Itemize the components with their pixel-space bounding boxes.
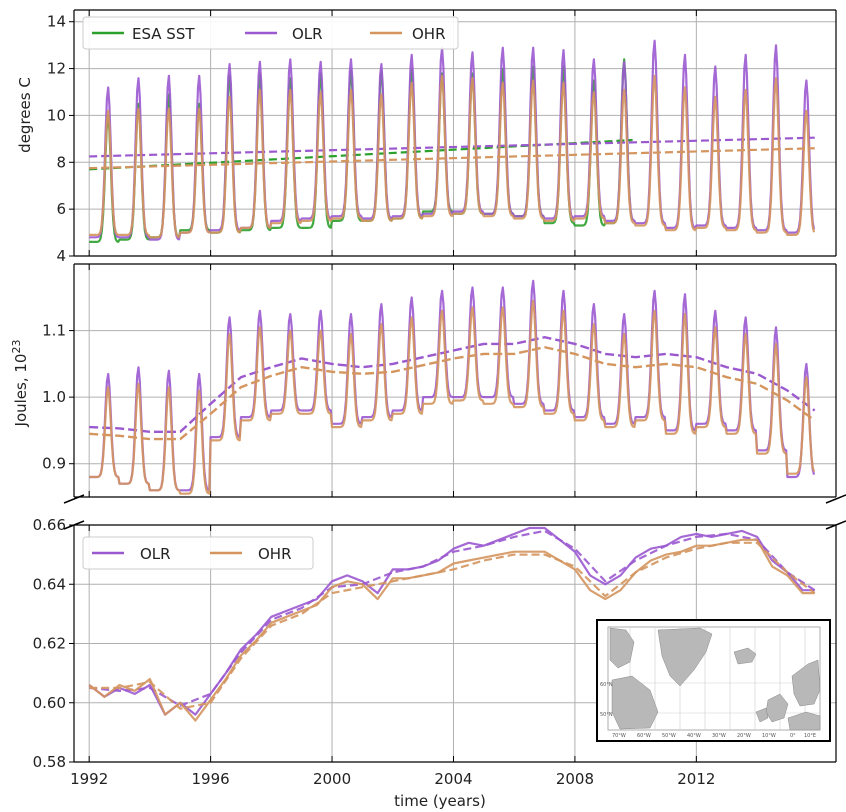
y-tick-label: 0.58 xyxy=(33,753,66,771)
y-tick-label: 10 xyxy=(47,106,66,124)
axis-break-mark xyxy=(63,520,85,530)
temperature-legend: ESA SST OLR OHR xyxy=(82,16,459,50)
temperature-series-group xyxy=(89,39,816,243)
svg-text:0°: 0° xyxy=(790,733,796,739)
axis-break-mark xyxy=(825,494,846,504)
series-line-ohr-dashed xyxy=(89,541,816,710)
inset-map-land xyxy=(609,627,821,731)
series-line-ohr xyxy=(88,538,815,722)
ratio-series-group xyxy=(88,526,816,722)
ratio-legend: OLR OHR xyxy=(82,536,314,570)
svg-text:20°W: 20°W xyxy=(737,733,751,739)
legend-frame xyxy=(82,536,314,570)
svg-text:60°W: 60°W xyxy=(637,733,651,739)
x-tick-label: 2012 xyxy=(677,770,715,788)
y-tick-label: 14 xyxy=(47,13,66,31)
x-tick-label: 1992 xyxy=(70,770,108,788)
y-tick-label: 4 xyxy=(56,247,66,265)
svg-text:30°W: 30°W xyxy=(712,733,726,739)
inset-map: 60°N 50°N 70°W 60°W 50°W 40°W 30°W 20°W … xyxy=(596,619,831,742)
x-axis-label: time (years) xyxy=(394,792,486,810)
x-tick-label: 2000 xyxy=(313,770,351,788)
legend-label-olr: OLR xyxy=(140,545,171,563)
y-tick-label: 0.66 xyxy=(33,516,66,534)
legend-label-esa-sst: ESA SST xyxy=(132,25,195,43)
axis-break-mark xyxy=(63,494,85,504)
svg-text:40°W: 40°W xyxy=(687,733,701,739)
baseline-line-ohr xyxy=(89,345,816,441)
y-tick-label: 8 xyxy=(56,153,66,171)
trend-line-esa-sst xyxy=(89,138,633,171)
series-line-olr-dashed xyxy=(89,529,816,707)
series-line-ohr xyxy=(89,74,816,239)
y-axis-label-energy: Joules, 1023 xyxy=(10,340,30,428)
legend-label-ohr: OHR xyxy=(412,25,446,43)
series-line-ohr xyxy=(89,299,816,495)
y-tick-label: 0.9 xyxy=(42,455,66,473)
energy-plot-area xyxy=(74,264,836,497)
y-tick-label: 0.64 xyxy=(33,575,66,593)
y-tick-label: 0.62 xyxy=(33,635,66,653)
baseline-line-olr xyxy=(89,335,816,433)
y-tick-label: 0.60 xyxy=(33,694,66,712)
inset-map-tick-labels: 60°N 50°N 70°W 60°W 50°W 40°W 30°W 20°W … xyxy=(600,682,816,739)
axis-break-marks xyxy=(63,494,846,530)
x-tick-label: 2008 xyxy=(556,770,594,788)
energy-panel: 0.9 1.0 1.1 xyxy=(42,263,837,498)
y-tick-label: 1.1 xyxy=(42,322,66,340)
x-tick-label: 1996 xyxy=(192,770,230,788)
svg-text:70°W: 70°W xyxy=(612,733,626,739)
svg-text:10°W: 10°W xyxy=(762,733,776,739)
x-tick-label: 2004 xyxy=(434,770,472,788)
svg-text:50°W: 50°W xyxy=(662,733,676,739)
y-axis-label-energy-exponent: 23 xyxy=(10,340,23,354)
axis-break-mark xyxy=(825,520,846,530)
svg-text:10°E: 10°E xyxy=(804,733,816,739)
legend-label-olr: OLR xyxy=(292,25,323,43)
y-tick-label: 12 xyxy=(47,60,66,78)
y-axis-label-energy-text: Joules, 10 xyxy=(12,354,30,428)
trend-line-ohr xyxy=(89,147,815,170)
series-line-olr xyxy=(88,526,815,716)
y-tick-label: 1.0 xyxy=(42,388,66,406)
trend-line-olr xyxy=(89,136,815,158)
svg-text:50°N: 50°N xyxy=(600,712,613,718)
energy-series-group xyxy=(89,279,816,495)
svg-text:60°N: 60°N xyxy=(600,682,613,688)
legend-label-ohr: OHR xyxy=(258,545,292,563)
y-axis-label-temperature: degrees C xyxy=(16,77,34,153)
y-tick-label: 6 xyxy=(56,200,66,218)
